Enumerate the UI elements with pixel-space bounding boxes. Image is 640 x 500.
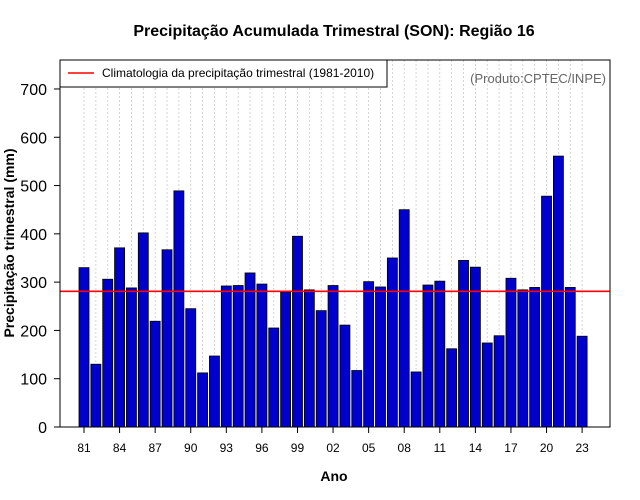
bar <box>161 249 173 428</box>
bar <box>244 272 256 428</box>
bar <box>327 285 339 428</box>
bar <box>434 280 446 428</box>
bar <box>102 278 114 428</box>
y-tick-label: 200 <box>20 323 47 340</box>
y-tick-label: 600 <box>20 130 47 147</box>
bar <box>529 287 541 428</box>
bar <box>149 320 161 428</box>
x-tick-label: 93 <box>220 441 234 455</box>
bar <box>446 348 458 428</box>
bar <box>339 324 351 428</box>
x-tick-label: 96 <box>255 441 269 455</box>
bar <box>137 232 149 428</box>
bar <box>576 335 588 428</box>
y-axis-label: Precipitação trimestral (mm) <box>1 148 17 337</box>
bar <box>114 247 125 428</box>
x-tick-label: 17 <box>504 441 518 455</box>
x-axis-ticks: 81 84 87 90 93 96 99 02 05 08 11 14 17 20 23 <box>77 427 589 455</box>
bar <box>351 370 363 428</box>
bar <box>232 285 244 428</box>
bar <box>363 281 375 428</box>
bar <box>90 363 102 428</box>
x-tick-label: 90 <box>184 441 198 455</box>
x-tick-label: 20 <box>540 441 554 455</box>
bar <box>505 277 517 428</box>
bar <box>280 291 292 428</box>
bar <box>209 355 220 428</box>
bar <box>422 284 434 428</box>
bar <box>292 235 303 428</box>
x-tick-label: 99 <box>291 441 305 455</box>
x-tick-label: 14 <box>469 441 483 455</box>
y-tick-label: 100 <box>20 372 47 389</box>
bar <box>564 287 576 428</box>
legend-label: Climatologia da precipitação trimestral … <box>102 66 374 80</box>
x-tick-label: 05 <box>362 441 376 455</box>
bar <box>375 286 386 428</box>
y-tick-label: 400 <box>20 227 47 244</box>
x-tick-label: 81 <box>77 441 91 455</box>
y-axis-ticks: 0 100 200 300 400 500 600 700 <box>20 82 60 437</box>
y-tick-label: 300 <box>20 275 47 292</box>
bar <box>517 289 529 428</box>
bar <box>256 283 268 428</box>
bar <box>481 342 493 428</box>
bar <box>398 209 410 428</box>
y-tick-label: 0 <box>38 420 47 437</box>
x-tick-label: 02 <box>326 441 340 455</box>
legend: Climatologia da precipitação trimestral … <box>59 59 388 88</box>
bar <box>493 335 505 428</box>
bar <box>173 190 185 428</box>
bar <box>410 371 422 428</box>
x-tick-label: 11 <box>434 441 447 455</box>
y-tick-label: 700 <box>20 82 47 99</box>
bar <box>541 195 552 428</box>
bar <box>303 289 315 428</box>
credit-text: (Produto:CPTEC/INPE) <box>470 71 606 86</box>
bar <box>268 327 280 428</box>
bar <box>197 372 209 428</box>
chart-title: Precipitação Acumulada Trimestral (SON):… <box>133 23 534 40</box>
y-tick-label: 500 <box>20 179 47 196</box>
bar <box>386 257 398 428</box>
bar <box>458 260 469 428</box>
bar <box>185 308 197 428</box>
bar <box>220 285 232 428</box>
x-tick-label: 08 <box>398 441 412 455</box>
x-tick-label: 87 <box>148 441 162 455</box>
legend-box <box>59 59 388 88</box>
bar <box>126 287 137 428</box>
bar <box>315 310 327 428</box>
x-tick-label: 84 <box>113 441 127 455</box>
x-tick-label: 23 <box>575 441 589 455</box>
x-axis-label: Ano <box>320 468 347 484</box>
